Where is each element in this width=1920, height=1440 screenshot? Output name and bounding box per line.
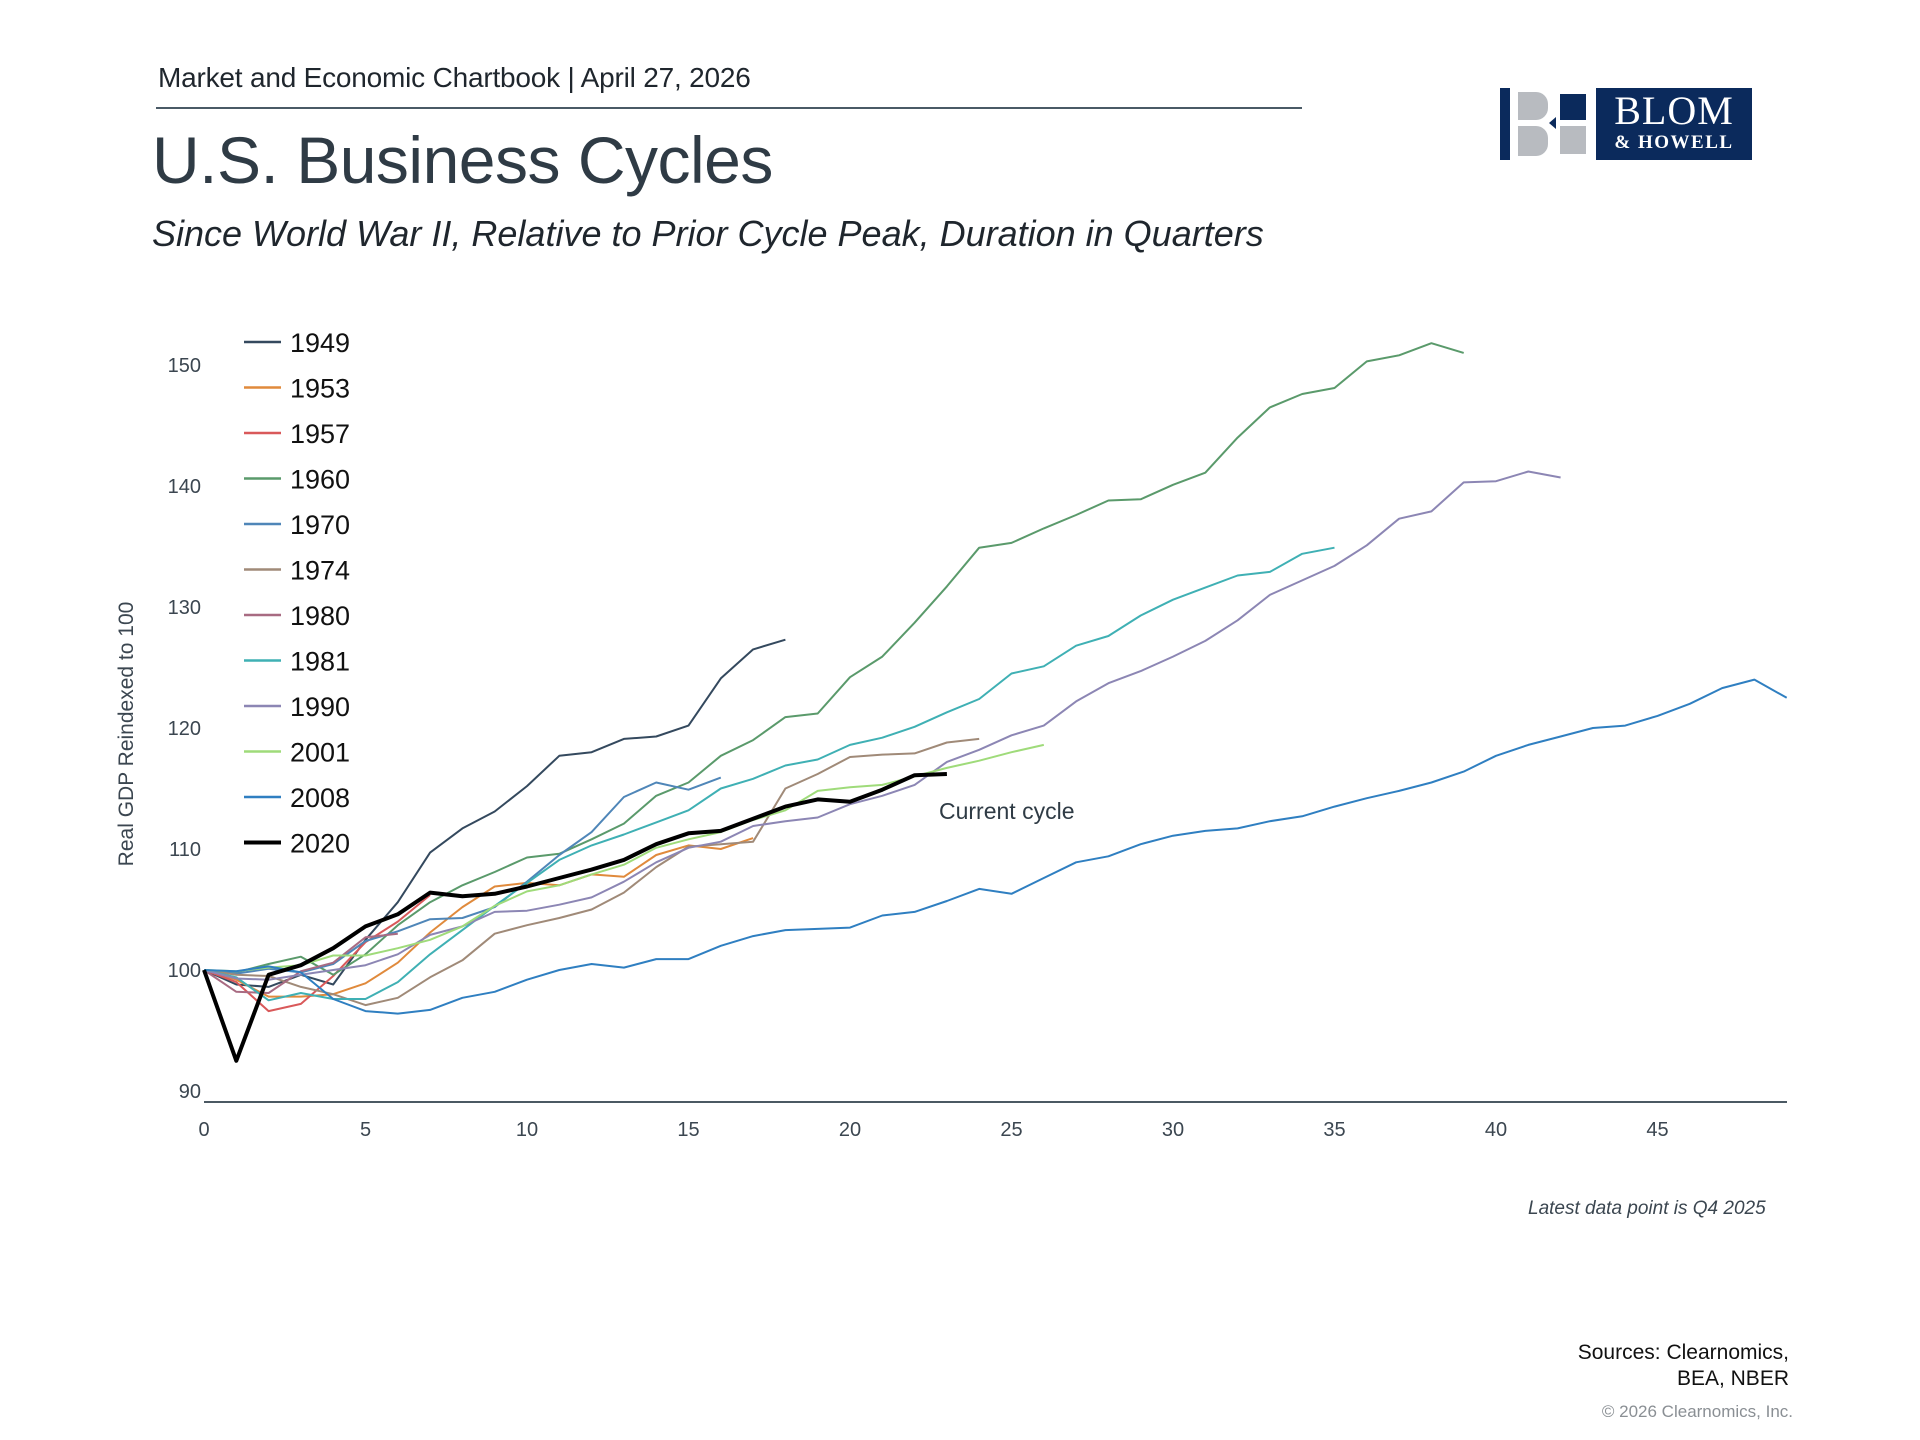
legend-label-1957: 1957 [290,419,350,449]
page-title: U.S. Business Cycles [152,123,773,197]
y-tick-label: 150 [168,355,201,377]
series-lines [202,342,1788,1063]
sources-line1: Sources: Clearnomics, [1577,1341,1789,1364]
logo-b-upper [1518,92,1548,120]
logo-b-lower [1518,126,1548,156]
x-tick-label: 15 [677,1119,699,1141]
x-tick-label: 10 [516,1119,538,1141]
series-line-1974 [203,737,980,1007]
legend-label-1949: 1949 [290,328,350,358]
sources: Sources: Clearnomics, BEA, NBER [1578,1340,1789,1392]
legend-label-1970: 1970 [290,510,350,540]
blom-howell-logo: BLOM & HOWELL [1500,88,1752,160]
sources-line2: BEA, NBER [1676,1367,1789,1390]
x-tick-label: 0 [198,1119,209,1141]
legend-label-2001: 2001 [290,738,350,768]
chartbook-header: Market and Economic Chartbook | April 27… [158,62,751,93]
series-line-1981 [203,546,1335,1002]
series-line-2008 [203,678,1788,1015]
y-tick-label: 130 [168,597,201,619]
series-line-1957 [203,894,431,1013]
y-axis-label: Real GDP Reindexed to 100 [115,602,138,867]
y-tick-label: 110 [169,839,201,861]
x-tick-label: 35 [1323,1119,1345,1141]
legend-label-1990: 1990 [290,692,350,722]
legend-label-1981: 1981 [290,647,350,677]
header-divider [156,107,1302,109]
x-tick-label: 30 [1162,1119,1184,1141]
logo-bar [1500,88,1510,160]
x-tick-label: 25 [1000,1119,1022,1141]
logo-line1: BLOM [1614,88,1734,133]
legend-label-1953: 1953 [290,374,350,404]
copyright: © 2026 Clearnomics, Inc. [1601,1402,1793,1421]
x-tick-label: 40 [1485,1119,1507,1141]
y-tick-label: 140 [168,476,201,498]
y-axis-ticks: 90 100 110 120 130 140 150 [168,355,201,1103]
y-tick-label: 100 [168,960,201,982]
x-tick-label: 45 [1646,1119,1668,1141]
legend-label-1980: 1980 [290,601,350,631]
x-tick-label: 5 [360,1119,371,1141]
legend-label-2008: 2008 [290,783,350,813]
legend-label-1960: 1960 [290,465,350,495]
legend-label-1974: 1974 [290,556,350,586]
legend: 1949 1953 1957 1960 1970 1974 1980 1981 1990 2001… [244,328,350,859]
x-tick-label: 20 [839,1119,861,1141]
y-tick-label: 90 [179,1081,201,1103]
legend-label-2020: 2020 [290,829,350,859]
series-line-1980 [203,932,398,994]
logo-wordmark: BLOM & HOWELL [1596,88,1752,160]
logo-triangle-icon [1549,117,1556,129]
logo-square-upper [1560,94,1586,120]
page-subtitle: Since World War II, Relative to Prior Cy… [152,213,1264,254]
x-axis-ticks: 0 5 10 15 20 25 30 35 40 45 [198,1119,1668,1141]
logo-line2: & HOWELL [1614,132,1734,153]
series-line-1960 [203,342,1464,976]
y-tick-label: 120 [168,718,201,740]
series-line-2020 [202,772,947,1063]
current-cycle-annotation: Current cycle [939,798,1074,824]
latest-data-note: Latest data point is Q4 2025 [1528,1198,1766,1219]
logo-square-lower [1560,126,1586,154]
series-line-1990 [203,470,1561,981]
